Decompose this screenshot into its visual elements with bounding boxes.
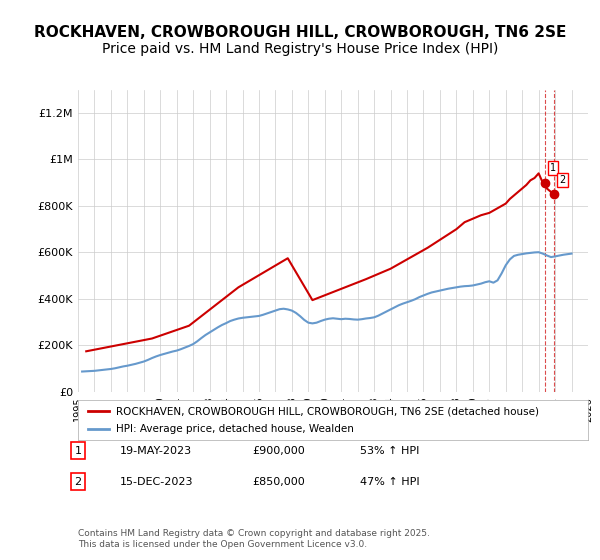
Text: 47% ↑ HPI: 47% ↑ HPI — [360, 477, 419, 487]
Text: ROCKHAVEN, CROWBOROUGH HILL, CROWBOROUGH, TN6 2SE (detached house): ROCKHAVEN, CROWBOROUGH HILL, CROWBOROUGH… — [116, 407, 539, 417]
Text: 2: 2 — [559, 175, 566, 185]
Text: 1: 1 — [550, 163, 556, 173]
Text: 19-MAY-2023: 19-MAY-2023 — [120, 446, 192, 456]
Text: £850,000: £850,000 — [252, 477, 305, 487]
Text: 2: 2 — [74, 477, 82, 487]
Text: £900,000: £900,000 — [252, 446, 305, 456]
Text: 1: 1 — [74, 446, 82, 456]
Text: Contains HM Land Registry data © Crown copyright and database right 2025.
This d: Contains HM Land Registry data © Crown c… — [78, 529, 430, 549]
Text: 53% ↑ HPI: 53% ↑ HPI — [360, 446, 419, 456]
Text: Price paid vs. HM Land Registry's House Price Index (HPI): Price paid vs. HM Land Registry's House … — [102, 42, 498, 56]
Text: ROCKHAVEN, CROWBOROUGH HILL, CROWBOROUGH, TN6 2SE: ROCKHAVEN, CROWBOROUGH HILL, CROWBOROUGH… — [34, 25, 566, 40]
Text: 15-DEC-2023: 15-DEC-2023 — [120, 477, 193, 487]
Text: HPI: Average price, detached house, Wealden: HPI: Average price, detached house, Weal… — [116, 423, 354, 433]
